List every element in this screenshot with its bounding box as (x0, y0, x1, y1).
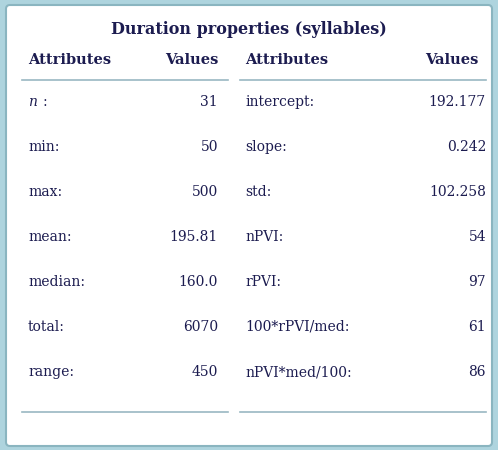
Text: 31: 31 (200, 95, 218, 109)
Text: 61: 61 (469, 320, 486, 334)
Text: Values: Values (425, 53, 478, 67)
Text: mean:: mean: (28, 230, 72, 244)
Text: range:: range: (28, 365, 74, 379)
Text: 86: 86 (469, 365, 486, 379)
Text: 500: 500 (192, 185, 218, 199)
Text: min:: min: (28, 140, 59, 154)
Text: 195.81: 195.81 (170, 230, 218, 244)
Text: 160.0: 160.0 (179, 275, 218, 289)
Text: slope:: slope: (245, 140, 287, 154)
Text: 97: 97 (469, 275, 486, 289)
Text: median:: median: (28, 275, 85, 289)
FancyBboxPatch shape (6, 5, 492, 446)
Text: 102.258: 102.258 (429, 185, 486, 199)
Text: 450: 450 (192, 365, 218, 379)
Text: Duration properties (syllables): Duration properties (syllables) (111, 22, 387, 39)
Text: std:: std: (245, 185, 271, 199)
Text: Attributes: Attributes (28, 53, 111, 67)
Text: 54: 54 (469, 230, 486, 244)
Text: nPVI:: nPVI: (245, 230, 283, 244)
Text: 50: 50 (201, 140, 218, 154)
Text: Attributes: Attributes (245, 53, 328, 67)
Text: 0.242: 0.242 (447, 140, 486, 154)
Text: rPVI:: rPVI: (245, 275, 281, 289)
Text: 192.177: 192.177 (429, 95, 486, 109)
Text: :: : (42, 95, 47, 109)
Text: total:: total: (28, 320, 65, 334)
Text: intercept:: intercept: (245, 95, 314, 109)
Text: 6070: 6070 (183, 320, 218, 334)
Text: nPVI*med/100:: nPVI*med/100: (245, 365, 352, 379)
Text: n: n (28, 95, 37, 109)
Text: max:: max: (28, 185, 62, 199)
Text: Values: Values (165, 53, 218, 67)
Text: 100*rPVI/med:: 100*rPVI/med: (245, 320, 350, 334)
